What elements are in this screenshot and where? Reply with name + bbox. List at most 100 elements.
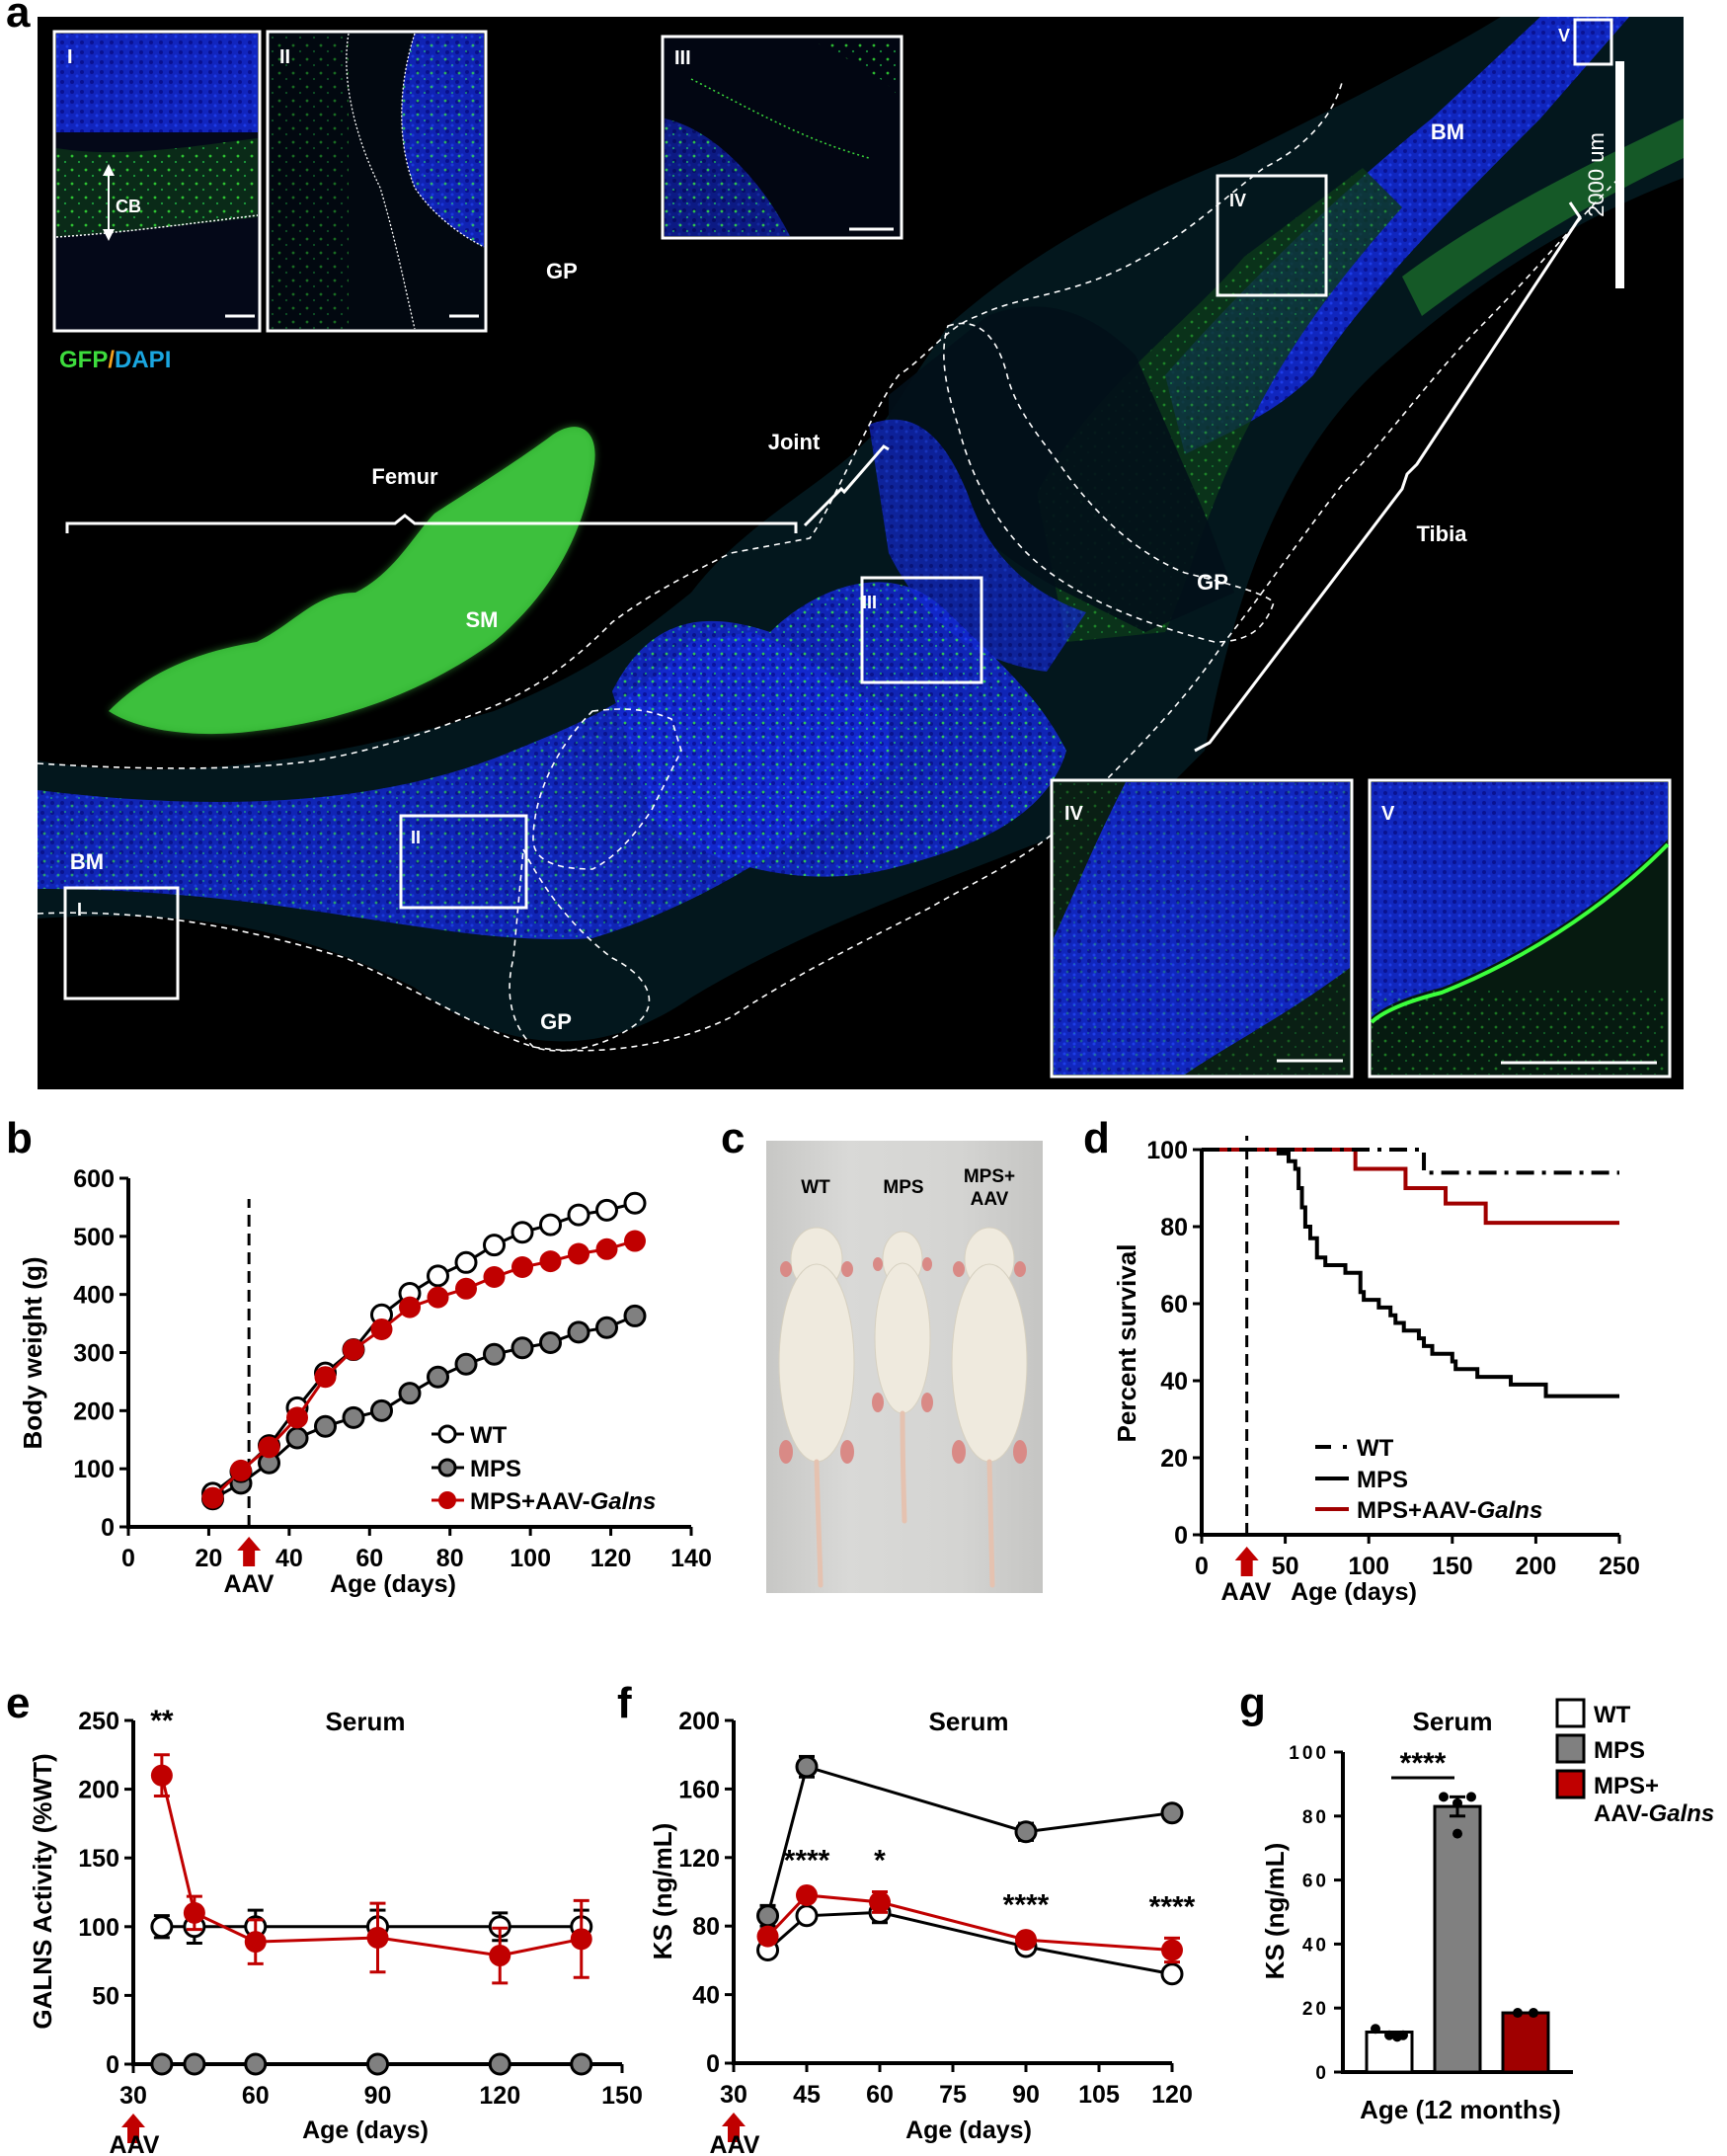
y-tick-label: 40 bbox=[692, 1982, 720, 2010]
chart-ks-12-months: 0 20 40 60 80 100 **** bbox=[1289, 1743, 1573, 2084]
x-tick-label: 150 bbox=[1432, 1553, 1473, 1580]
data-point bbox=[570, 2052, 593, 2076]
y-tick-label: 50 bbox=[92, 1982, 119, 2010]
femur-label: Femur bbox=[371, 464, 438, 489]
data-point bbox=[258, 1436, 280, 1459]
y-tick-label: 0 bbox=[706, 2050, 720, 2078]
data-point bbox=[756, 1904, 780, 1928]
data-point bbox=[595, 1238, 618, 1260]
g-title: Serum bbox=[1413, 1707, 1493, 1736]
microscopy-svg: I CB II GP III IV V Femur Joint Tibia SM… bbox=[38, 17, 1684, 1089]
gfp-label: GFP bbox=[59, 347, 108, 373]
data-point bbox=[150, 1764, 173, 1787]
x-tick-label: 100 bbox=[1348, 1553, 1389, 1580]
f-title: Serum bbox=[929, 1707, 1009, 1736]
x-tick-label: 90 bbox=[1012, 2081, 1040, 2109]
data-point bbox=[454, 1250, 478, 1274]
e-aav-label: AAV bbox=[110, 2131, 160, 2156]
y-tick-label: 100 bbox=[1289, 1743, 1329, 1764]
data-point bbox=[510, 1336, 534, 1360]
data-point bbox=[511, 1256, 533, 1279]
chart-survival: 0 20 40 60 80 100 0 50 100 150 200 250 bbox=[1146, 1136, 1640, 1580]
data-point bbox=[230, 1459, 252, 1481]
rat-photo: WT MPS MPS+ AAV bbox=[766, 1141, 1043, 1593]
b-legend: WT MPS MPS+AAV-Galns bbox=[432, 1422, 656, 1515]
data-point bbox=[427, 1264, 449, 1288]
inset-II-label: II bbox=[279, 46, 290, 68]
y-tick-label: 20 bbox=[1302, 1999, 1329, 2020]
panel-label-f: f bbox=[617, 1679, 632, 1727]
y-tick-label: 100 bbox=[73, 1456, 115, 1483]
gp-bottom-label: GP bbox=[540, 1009, 572, 1034]
significance-marker: ** bbox=[150, 1705, 174, 1737]
g-legend: WT MPS MPS+ AAV-Galns bbox=[1555, 1698, 1715, 1827]
stain-separator: / bbox=[108, 347, 115, 373]
y-tick-label: 40 bbox=[1302, 1935, 1329, 1956]
data-point bbox=[150, 2052, 174, 2076]
y-tick-label: 150 bbox=[78, 1845, 119, 1873]
x-tick-label: 60 bbox=[242, 2082, 270, 2110]
data-point bbox=[314, 1414, 337, 1438]
aav-arrow-icon bbox=[237, 1537, 262, 1566]
x-tick-label: 20 bbox=[196, 1545, 223, 1572]
d-xlabel: Age (days) bbox=[1291, 1578, 1417, 1606]
data-point bbox=[623, 1304, 647, 1327]
b-legend-aav: MPS+AAV-Galns bbox=[470, 1488, 656, 1515]
y-tick-label: 400 bbox=[73, 1282, 115, 1310]
y-tick-label: 0 bbox=[1315, 2063, 1329, 2084]
bm-right-label: BM bbox=[1431, 120, 1464, 144]
chart-galns-activity: 0 50 100 150 200 250 30 60 90 120 150 ** bbox=[78, 1705, 643, 2143]
inset-I-label: I bbox=[67, 46, 73, 68]
inset-III bbox=[661, 35, 903, 240]
x-tick-label: 80 bbox=[436, 1545, 464, 1572]
x-tick-label: 40 bbox=[275, 1545, 303, 1572]
data-point bbox=[567, 1203, 590, 1227]
x-tick-label: 120 bbox=[479, 2082, 520, 2110]
x-tick-label: 0 bbox=[121, 1545, 135, 1572]
box-I bbox=[63, 886, 180, 1000]
series-line bbox=[766, 1893, 1173, 1952]
d-legend-wt: WT bbox=[1357, 1435, 1394, 1462]
data-point bbox=[483, 1234, 506, 1257]
data-point bbox=[150, 1915, 174, 1939]
data-point bbox=[489, 1945, 511, 1967]
data-point bbox=[285, 1426, 309, 1450]
inset-III-label: III bbox=[674, 47, 691, 69]
panel-label-b: b bbox=[6, 1114, 33, 1162]
x-tick-label: 50 bbox=[1272, 1553, 1299, 1580]
data-point bbox=[1371, 2024, 1380, 2035]
data-point bbox=[366, 2052, 389, 2076]
inset-IV bbox=[1050, 778, 1354, 1078]
significance-marker: **** bbox=[1400, 1747, 1447, 1780]
e-ylabel: GALNS Activity (%WT) bbox=[28, 1753, 57, 2029]
box-V bbox=[1573, 18, 1613, 66]
legend-aav-marker bbox=[438, 1491, 456, 1509]
data-point bbox=[795, 1755, 819, 1779]
series-line bbox=[211, 1201, 636, 1495]
data-point bbox=[567, 1320, 590, 1344]
data-point bbox=[1014, 1820, 1038, 1844]
e-title: Serum bbox=[326, 1707, 406, 1736]
stain-legend: GFP/DAPI bbox=[59, 347, 171, 373]
data-point bbox=[623, 1191, 647, 1215]
series-line bbox=[211, 1315, 636, 1501]
data-point bbox=[398, 1382, 422, 1405]
x-tick-label: 60 bbox=[866, 2081, 894, 2109]
data-point bbox=[370, 1318, 393, 1340]
data-point bbox=[488, 2052, 511, 2076]
f-xlabel: Age (days) bbox=[905, 2116, 1032, 2144]
y-tick-label: 200 bbox=[73, 1397, 115, 1425]
series-line bbox=[160, 1775, 583, 1957]
x-tick-label: 120 bbox=[1151, 2081, 1193, 2109]
data-point bbox=[539, 1250, 562, 1273]
b-ylabel: Body weight (g) bbox=[18, 1257, 47, 1450]
bm-left-label: BM bbox=[70, 849, 104, 874]
legend-aav-gene: Galns bbox=[1649, 1800, 1715, 1827]
d-aav-label: AAV bbox=[1221, 1578, 1272, 1606]
data-point bbox=[183, 2052, 206, 2076]
e-xlabel: Age (days) bbox=[302, 2116, 429, 2144]
data-point bbox=[483, 1266, 506, 1289]
x-tick-label: 30 bbox=[119, 2082, 147, 2110]
x-tick-label: 140 bbox=[670, 1545, 712, 1572]
data-point bbox=[399, 1296, 421, 1318]
